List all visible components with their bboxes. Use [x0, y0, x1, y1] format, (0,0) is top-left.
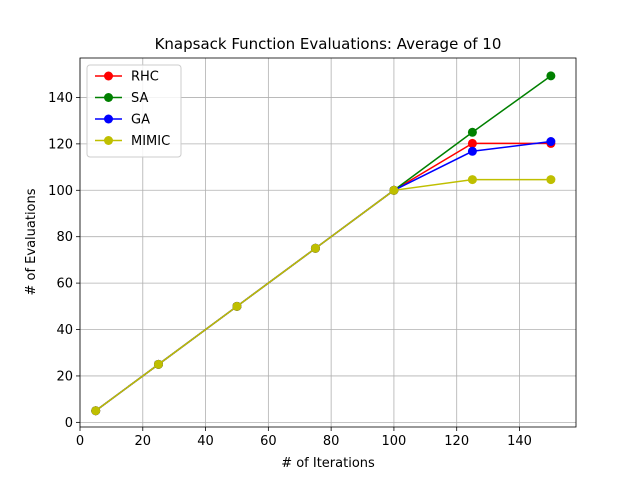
- x-tick-label: 20: [135, 434, 152, 449]
- legend-marker-ga: [104, 114, 113, 124]
- x-tick-label: 100: [382, 434, 407, 449]
- data-point-mimic: [232, 301, 242, 311]
- legend-marker-sa: [104, 93, 113, 102]
- data-point-mimic: [546, 175, 556, 185]
- y-axis-label: # of Evaluations: [24, 188, 39, 295]
- x-axis-label: # of Iterations: [281, 456, 375, 471]
- y-tick-label: 60: [56, 277, 73, 292]
- data-point-mimic: [153, 359, 163, 369]
- data-point-mimic: [310, 243, 320, 253]
- y-tick-label: 0: [65, 416, 73, 431]
- data-point-mimic: [467, 175, 477, 185]
- data-point-sa: [467, 127, 477, 137]
- y-tick-label: 100: [48, 184, 73, 199]
- axes-frame: [79, 57, 577, 428]
- data-point-mimic: [389, 185, 399, 195]
- data-point-rhc: [467, 138, 477, 148]
- legend-marker-rhc: [104, 71, 113, 81]
- y-tick-label: 40: [56, 323, 73, 338]
- x-tick-label: 120: [444, 434, 469, 449]
- chart-title: Knapsack Function Evaluations: Average o…: [155, 35, 502, 53]
- legend-marker-mimic: [104, 136, 113, 145]
- legend-box: [86, 64, 182, 158]
- y-tick-label: 20: [56, 369, 73, 384]
- data-point-ga: [467, 146, 477, 156]
- legend-label-mimic: MIMIC: [131, 134, 170, 149]
- data-point-ga: [546, 137, 556, 147]
- data-point-mimic: [91, 406, 101, 416]
- legend-label-rhc: RHC: [131, 70, 159, 85]
- x-tick-label: 40: [197, 434, 214, 449]
- plot-area: 0 20 40 60 80 100 120 140 0 20 40 60 80 100 120 140 RHC S…: [48, 57, 577, 449]
- data-point-sa: [546, 71, 556, 81]
- legend-label-sa: SA: [131, 91, 148, 106]
- x-tick-label: 60: [260, 434, 277, 449]
- legend-label-ga: GA: [131, 113, 150, 128]
- x-tick-label: 0: [76, 434, 84, 449]
- y-tick-label: 140: [48, 91, 73, 106]
- y-tick-label: 80: [56, 230, 73, 245]
- y-tick-label: 120: [48, 137, 73, 152]
- x-tick-label: 140: [507, 434, 532, 449]
- x-tick-label: 80: [323, 434, 340, 449]
